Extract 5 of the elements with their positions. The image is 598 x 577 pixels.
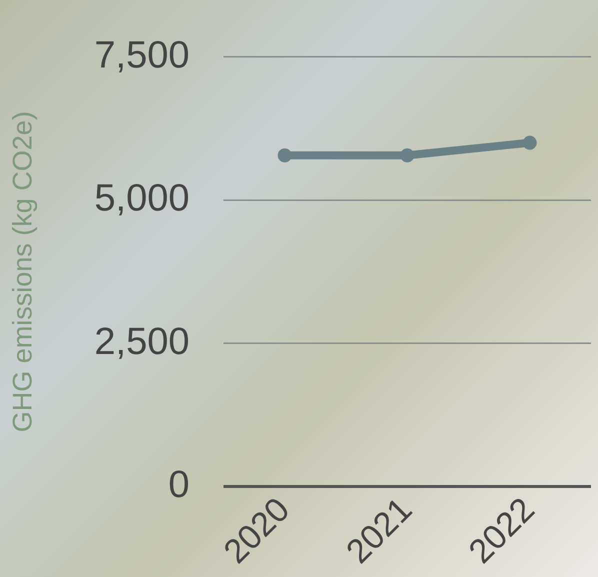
- y-axis-title: GHG emissions (kg CO2e): [8, 111, 38, 432]
- y-tick-label: 7,500: [94, 34, 190, 76]
- y-tick-label: 0: [168, 464, 190, 506]
- y-tick-label: 2,500: [94, 320, 190, 363]
- y-tick-label: 5,000: [94, 178, 190, 220]
